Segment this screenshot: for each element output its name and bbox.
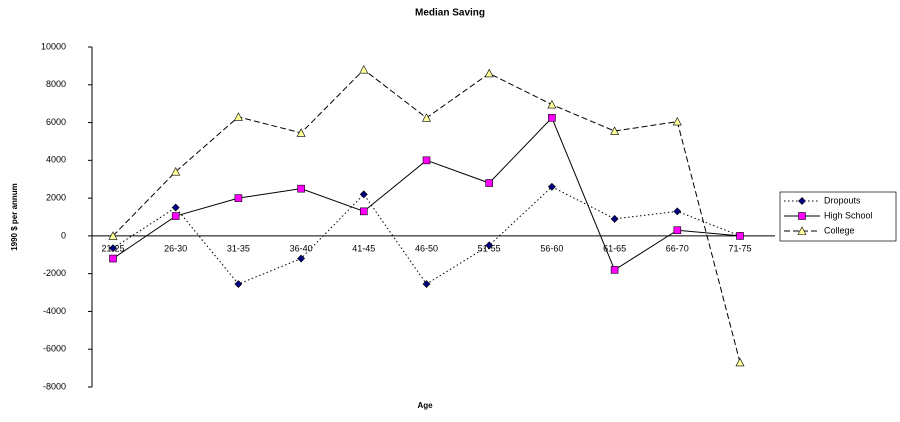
y-tick-label: 10000 [41, 41, 66, 51]
x-tick-label: 56-60 [540, 243, 563, 253]
data-point [297, 254, 306, 263]
x-tick-label: 26-30 [164, 243, 187, 253]
legend-label: College [824, 225, 855, 235]
y-tick-label: -6000 [43, 344, 66, 354]
data-point [547, 99, 557, 109]
x-tick-label: 31-35 [227, 243, 250, 253]
data-point [171, 203, 180, 212]
x-tick-label: 41-45 [352, 243, 375, 253]
data-point [610, 266, 619, 274]
data-point [736, 232, 744, 240]
data-point [547, 182, 556, 191]
y-axis-label: 1990 $ per annum [10, 183, 19, 251]
data-point [108, 231, 118, 240]
data-point [171, 212, 180, 220]
legend-marker [798, 212, 806, 220]
x-tick-label: 66-70 [666, 243, 689, 253]
data-point [109, 244, 117, 253]
data-point [485, 241, 494, 250]
data-point [422, 280, 431, 288]
data-point [359, 65, 369, 74]
x-tick-label: 71-75 [728, 243, 751, 253]
x-tick-label: 61-65 [603, 243, 626, 253]
data-point [109, 254, 117, 263]
y-tick-label: 4000 [46, 155, 66, 165]
legend-label: Dropouts [824, 195, 861, 205]
y-tick-label: 2000 [46, 192, 66, 202]
data-point [610, 214, 619, 223]
data-point [422, 156, 431, 165]
data-point [171, 167, 181, 176]
data-point [234, 194, 243, 202]
y-tick-label: -8000 [43, 381, 66, 391]
data-point [297, 184, 305, 193]
legend-label: High School [824, 210, 873, 220]
data-point [359, 207, 368, 216]
x-axis-label: Age [417, 401, 433, 410]
y-tick-label: 0 [61, 230, 66, 240]
data-point [359, 190, 368, 199]
y-tick-label: 6000 [46, 117, 66, 127]
y-tick-label: 8000 [46, 79, 66, 89]
chart-title: Median Saving [415, 8, 485, 19]
data-point [673, 207, 682, 216]
data-point [548, 114, 556, 122]
data-point [234, 280, 243, 288]
y-tick-label: -4000 [43, 306, 66, 316]
data-point [296, 128, 306, 137]
legend-marker [797, 226, 807, 235]
data-point [422, 113, 431, 122]
legend-marker [798, 197, 806, 205]
data-point [233, 112, 243, 121]
data-point [672, 116, 682, 126]
data-point [484, 68, 494, 78]
data-point [735, 357, 745, 367]
data-point [610, 126, 620, 135]
y-tick-label: -2000 [43, 268, 66, 278]
x-tick-label: 36-40 [290, 243, 313, 253]
data-point [673, 226, 682, 235]
data-point [485, 179, 494, 187]
x-tick-label: 46-50 [415, 243, 438, 253]
